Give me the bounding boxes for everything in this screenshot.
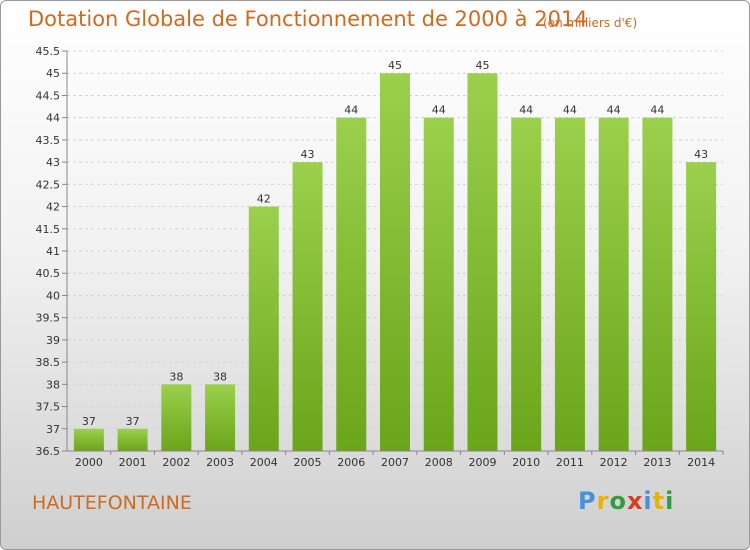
- commune-name: HAUTEFONTAINE: [32, 492, 192, 514]
- y-tick-label: 42: [46, 201, 60, 214]
- chart-title: Dotation Globale de Fonctionnement de 20…: [28, 7, 588, 31]
- bar-value-label: 37: [82, 415, 96, 428]
- x-tick-label: 2012: [600, 456, 628, 469]
- bar: [161, 384, 192, 451]
- y-tick-label: 36.5: [36, 445, 61, 458]
- x-tick-label: 2008: [425, 456, 453, 469]
- y-tick-label: 38.5: [36, 356, 61, 369]
- y-tick-label: 41: [46, 245, 60, 258]
- y-tick-label: 37.5: [36, 401, 61, 414]
- x-tick-label: 2002: [162, 456, 190, 469]
- bar: [598, 117, 629, 452]
- x-tick-label: 2003: [206, 456, 234, 469]
- bar-value-label: 44: [650, 104, 664, 117]
- x-tick-label: 2001: [119, 456, 147, 469]
- x-tick-label: 2000: [75, 456, 103, 469]
- x-tick-label: 2004: [250, 456, 278, 469]
- y-tick-label: 44.5: [36, 89, 61, 102]
- x-tick-label: 2005: [294, 456, 322, 469]
- y-tick-label: 37: [46, 423, 60, 436]
- bar: [205, 384, 236, 451]
- x-tick-label: 2009: [468, 456, 496, 469]
- bar: [73, 428, 104, 451]
- bar-value-label: 42: [257, 193, 271, 206]
- bar: [686, 162, 717, 451]
- y-tick-label: 45: [46, 67, 60, 80]
- y-axis: 36.5 37 37.5 38 38.5 39 39.5 40 40.5 41 41.5 42 42.5…: [36, 45, 67, 458]
- x-tick-label: 2010: [512, 456, 540, 469]
- x-tick-label: 2013: [643, 456, 671, 469]
- y-tick-label: 38: [46, 378, 60, 391]
- bar-value-label: 44: [563, 104, 577, 117]
- y-tick-label: 41.5: [36, 223, 61, 236]
- chart-unit: (en milliers d'€): [543, 16, 638, 30]
- bar: [642, 117, 673, 452]
- bar: [554, 117, 585, 452]
- bar: [292, 162, 323, 451]
- x-tick-label: 2014: [687, 456, 715, 469]
- bar: [336, 117, 367, 452]
- y-tick-label: 44: [46, 112, 60, 125]
- x-tick-label: 2011: [556, 456, 584, 469]
- bar: [467, 73, 498, 451]
- bar-value-label: 44: [344, 104, 358, 117]
- bar-value-label: 44: [607, 104, 621, 117]
- bars: 37 37 38 38 42 43 44 45 44 45 44 44 44 44 43: [73, 59, 717, 452]
- bar-value-label: 37: [126, 415, 140, 428]
- bar-value-label: 38: [169, 370, 183, 383]
- bar: [423, 117, 454, 452]
- y-tick-label: 42.5: [36, 178, 61, 191]
- y-tick-label: 45.5: [36, 45, 61, 58]
- bar: [248, 206, 279, 451]
- bar: [117, 428, 148, 451]
- x-tick-label: 2006: [337, 456, 365, 469]
- x-axis: 2000 2001 2002 2003 2004 2005 2006 2007 2008 2009…: [75, 451, 724, 469]
- bar-value-label: 45: [388, 59, 402, 72]
- bar-value-label: 38: [213, 370, 227, 383]
- bar-value-label: 44: [519, 104, 533, 117]
- y-tick-label: 43.5: [36, 134, 61, 147]
- bar-value-label: 45: [475, 59, 489, 72]
- bar-value-label: 43: [301, 148, 315, 161]
- x-tick-label: 2007: [381, 456, 409, 469]
- y-tick-label: 40: [46, 289, 60, 302]
- proxiti-logo: Proxiti: [578, 487, 675, 515]
- bar-value-label: 43: [694, 148, 708, 161]
- bar: [511, 117, 542, 452]
- bar: [380, 73, 410, 451]
- y-tick-label: 39.5: [36, 312, 61, 325]
- y-tick-label: 43: [46, 156, 60, 169]
- y-tick-label: 40.5: [36, 267, 61, 280]
- bar-value-label: 44: [432, 104, 446, 117]
- y-tick-label: 39: [46, 334, 60, 347]
